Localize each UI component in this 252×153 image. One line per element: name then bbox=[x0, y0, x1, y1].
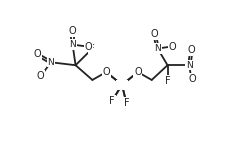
Text: F: F bbox=[165, 76, 170, 86]
Text: O: O bbox=[33, 49, 41, 59]
Text: N: N bbox=[69, 40, 76, 49]
Text: O: O bbox=[118, 80, 126, 90]
Text: N: N bbox=[47, 58, 54, 67]
Text: F: F bbox=[109, 96, 115, 106]
Text: O: O bbox=[102, 67, 110, 77]
Bar bbox=[116, 80, 128, 90]
Text: O: O bbox=[169, 42, 176, 52]
Text: O: O bbox=[187, 45, 195, 56]
Text: O: O bbox=[151, 29, 159, 39]
Text: F: F bbox=[124, 97, 130, 108]
Text: O: O bbox=[85, 42, 92, 52]
Text: O: O bbox=[134, 67, 142, 77]
Text: N: N bbox=[186, 61, 193, 70]
Text: O: O bbox=[188, 74, 196, 84]
Text: O: O bbox=[69, 26, 76, 36]
Text: F: F bbox=[88, 43, 94, 54]
Text: N: N bbox=[154, 44, 161, 53]
Text: O: O bbox=[36, 71, 44, 81]
